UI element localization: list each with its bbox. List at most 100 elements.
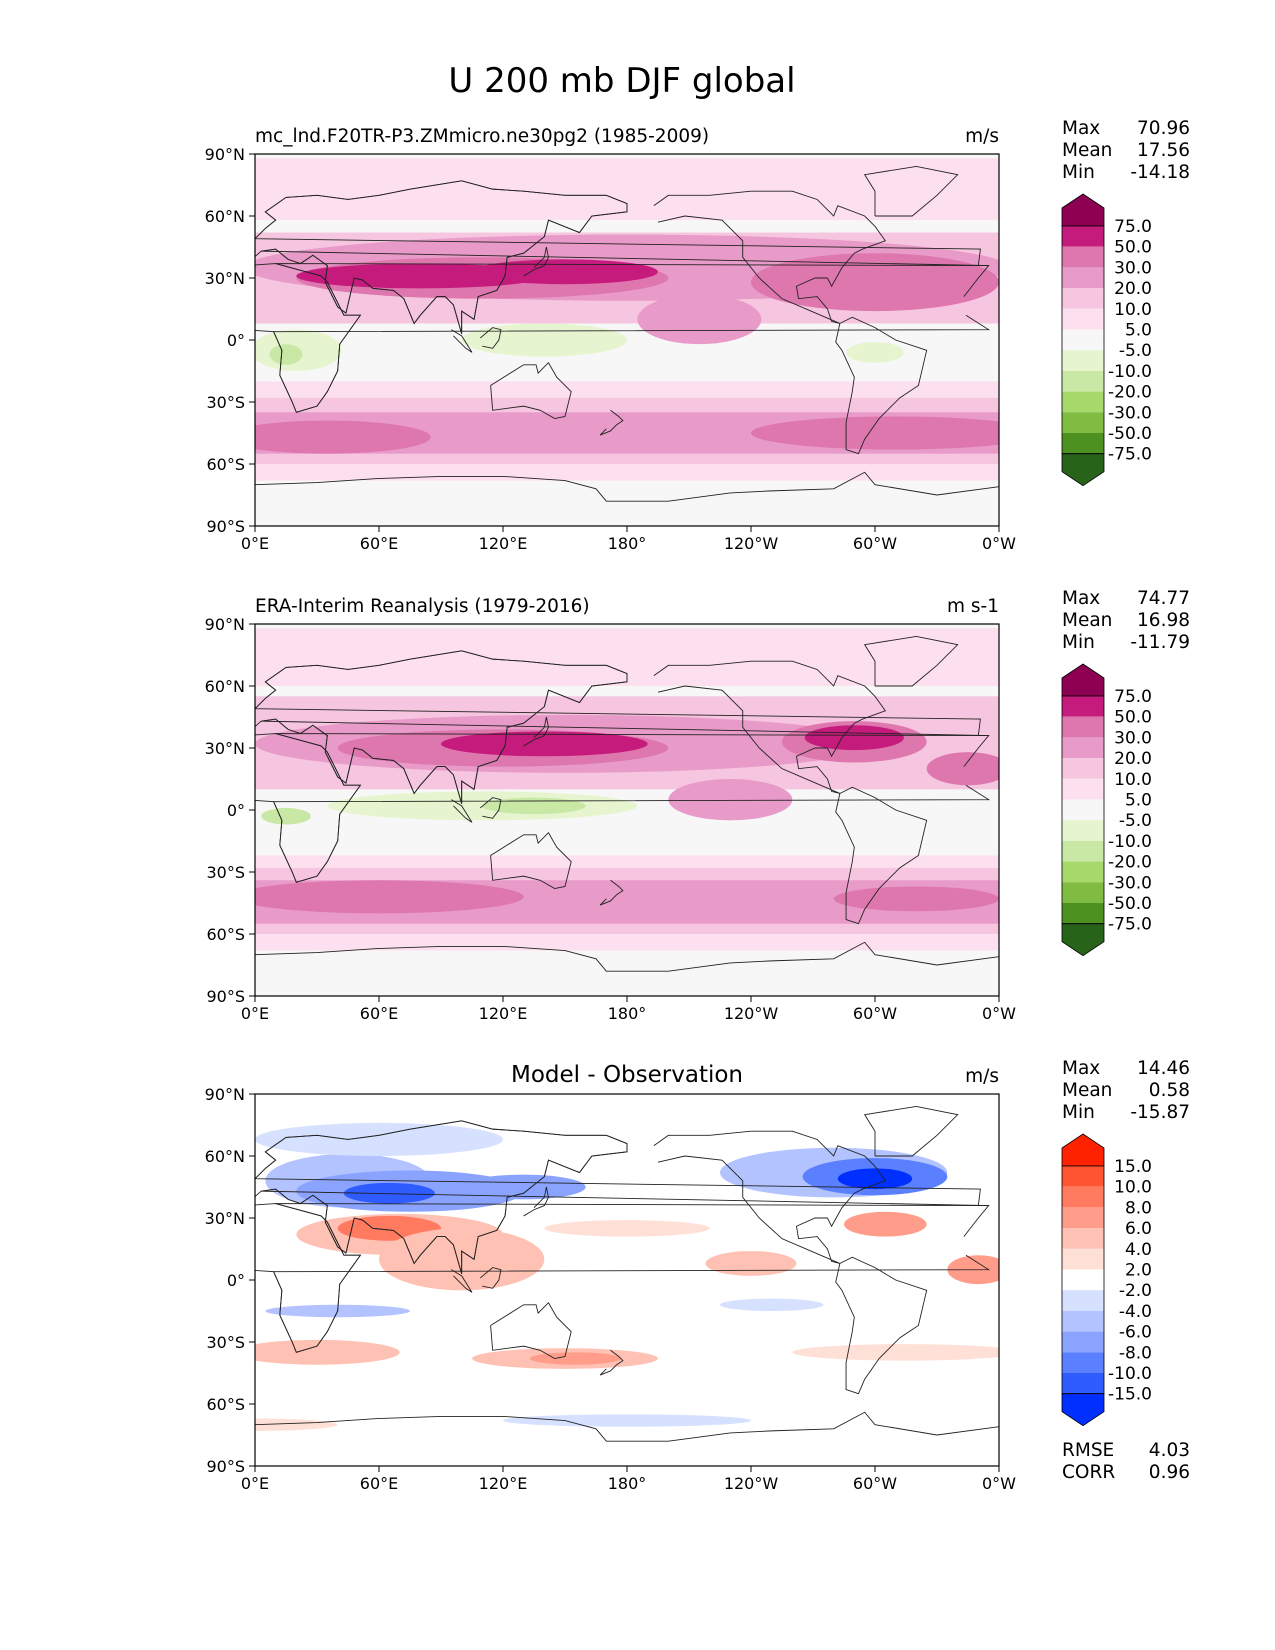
y-tick-label: 0° (227, 1271, 245, 1290)
colorbar-segment (1062, 267, 1104, 289)
x-tick-label: 60°E (360, 1474, 398, 1493)
stat-label: Mean (1062, 140, 1112, 161)
stat-value: 17.56 (1137, 140, 1190, 161)
x-tick-label: 120°E (479, 1474, 528, 1493)
panels: 0°E 60°E 120°E 180° 120°W 60°W 0°W 90°N 60°N 30°N… (205, 118, 1190, 1493)
stat-value: 16.98 (1137, 610, 1190, 631)
stat-value: 14.46 (1137, 1058, 1190, 1079)
coastline-sumatra (451, 799, 473, 823)
colorbar-segment (1062, 1269, 1104, 1291)
stat-label: Mean (1062, 610, 1112, 631)
x-tick-label: 180° (608, 534, 647, 553)
y-tick-label: 60°S (206, 455, 245, 474)
colorbar-label: -20.0 (1108, 853, 1152, 873)
coastline-africa-wrap (255, 263, 362, 413)
colorbar-frame (1061, 695, 1105, 925)
colorbar-label: -10.0 (1108, 1364, 1152, 1384)
coastline-new-zealand (599, 409, 624, 436)
colorbar-segment (1062, 226, 1104, 247)
coastline-japan (523, 246, 549, 277)
colorbar-extend-max (1061, 1133, 1105, 1167)
x-tick-label: 120°E (479, 1004, 528, 1023)
map-field (255, 624, 999, 996)
pacific-tongue (637, 294, 762, 345)
coastline-south-america (835, 316, 928, 455)
colorbar-label: 15.0 (1114, 1157, 1152, 1177)
coastline-japan (523, 1186, 549, 1217)
colorbar-label: 6.0 (1125, 1219, 1152, 1239)
na-neg-core (837, 1168, 913, 1190)
y-tick-label: 90°N (205, 615, 245, 634)
x-tick-label: 0°W (982, 1004, 1016, 1023)
coastline-antarctica (255, 941, 999, 972)
panel-units: m s-1 (947, 596, 999, 617)
colorbar-frame (1061, 1165, 1105, 1395)
colorbar-segment (1062, 412, 1104, 433)
y-tick-label: 0° (227, 801, 245, 820)
y-tick-label: 30°S (206, 393, 245, 412)
amazon-easterlies (846, 342, 904, 363)
x-tick-label: 120°W (724, 1474, 779, 1493)
y-tick-label: 60°N (205, 207, 245, 226)
stat-label: Min (1062, 1102, 1095, 1123)
y-tick-label: 30°S (206, 863, 245, 882)
colorbar-segment (1062, 1186, 1104, 1208)
colorbar-extend-max (1061, 663, 1105, 697)
africa-easterlies-core (269, 344, 303, 365)
panel-subtitle: mc_lnd.F20TR-P3.ZMmicro.ne30pg2 (1985-20… (255, 126, 709, 147)
coastline-north-america (653, 660, 887, 794)
colorbar-label: -20.0 (1108, 383, 1152, 403)
coastline-borneo (479, 797, 502, 819)
coastline-europe-asia-wrap (255, 650, 628, 804)
colorbar-segment (1062, 1228, 1104, 1249)
colorbar-label: -75.0 (1108, 445, 1152, 465)
coastline-north-america (653, 1130, 887, 1264)
colorbar-segment (1062, 370, 1104, 392)
colorbar-segment (1062, 246, 1104, 268)
colorbar-segment (1062, 308, 1104, 330)
maritime-easterlies (461, 323, 627, 357)
colorbar-frame (1061, 225, 1105, 455)
colorbar-label: 5.0 (1125, 321, 1152, 341)
coastline-africa-wrap (255, 1203, 362, 1353)
x-tick-label: 120°W (724, 1004, 779, 1023)
corr-value: 0.96 (1149, 1462, 1190, 1483)
colorbar-segment (1062, 737, 1104, 759)
nh-jet-core (440, 731, 648, 757)
x-tick-label: 0°W (982, 1474, 1016, 1493)
x-tick-label: 120°W (724, 534, 779, 553)
coastline-antarctica (255, 471, 999, 502)
colorbar-label: -8.0 (1119, 1343, 1152, 1363)
x-tick-label: 0°W (982, 534, 1016, 553)
pacific-tongue (668, 779, 793, 821)
x-tick-label: 60°W (853, 534, 897, 553)
antarctic-pos (255, 1418, 338, 1431)
y-tick-label: 30°N (205, 1209, 245, 1228)
atlantic-jet-east (926, 752, 999, 786)
atlantic-pos (844, 1211, 927, 1237)
pacific-pos (705, 1251, 797, 1276)
colorbar-label: 10.0 (1114, 770, 1152, 790)
coastline-australia (490, 1301, 572, 1360)
stat-label: Max (1062, 118, 1100, 139)
rmse-value: 4.03 (1149, 1440, 1190, 1461)
colorbar-segment (1062, 840, 1104, 862)
colorbar-segment (1062, 1290, 1104, 1311)
colorbar-segment (1062, 778, 1104, 800)
sh-jet-east (833, 886, 999, 912)
y-tick-label: 30°S (206, 1333, 245, 1352)
x-tick-label: 0°E (241, 1474, 269, 1493)
colorbar-label: 75.0 (1114, 687, 1152, 707)
colorbar-label: -5.0 (1119, 811, 1152, 831)
x-tick-label: 60°E (360, 534, 398, 553)
colorbar-segment (1062, 1352, 1104, 1373)
coastline-south-america (835, 786, 928, 925)
coastline-antarctica (255, 1411, 999, 1442)
y-tick-label: 90°N (205, 1085, 245, 1104)
colorbar-segment (1062, 1207, 1104, 1229)
coastline-new-zealand (599, 1349, 624, 1376)
colorbar-label: 2.0 (1125, 1261, 1152, 1281)
x-tick-label: 180° (608, 1004, 647, 1023)
y-tick-label: 90°S (206, 517, 245, 536)
colorbar-label: -75.0 (1108, 915, 1152, 935)
